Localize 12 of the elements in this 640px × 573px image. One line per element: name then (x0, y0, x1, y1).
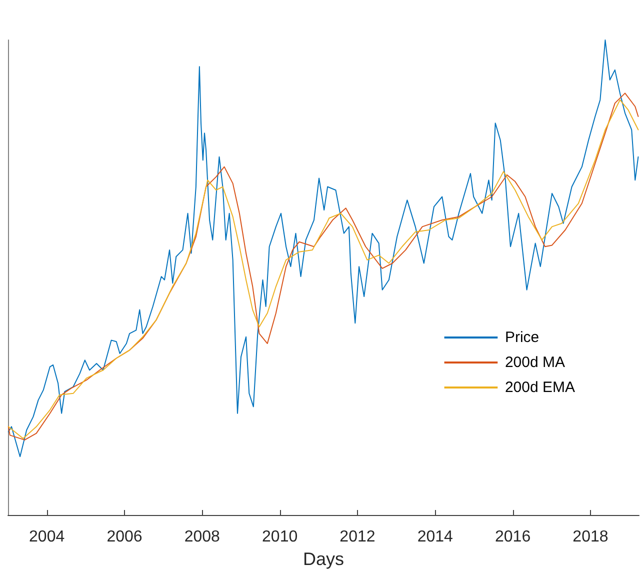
legend-label: 200d EMA (504, 379, 576, 396)
x-tick-label: 2014 (417, 528, 454, 546)
x-tick-label: 2010 (262, 528, 298, 546)
legend-label: 200d MA (504, 354, 566, 371)
x-axis-title: Days (302, 548, 344, 569)
x-tick-label: 2018 (572, 528, 608, 546)
legend-label: Price (504, 329, 540, 346)
x-tick-label: 2012 (340, 528, 376, 546)
x-tick-label: 2008 (184, 528, 220, 546)
x-tick-label: 2006 (106, 528, 142, 546)
x-tick-label: 2016 (495, 528, 531, 546)
x-tick-label: 2004 (29, 528, 65, 546)
